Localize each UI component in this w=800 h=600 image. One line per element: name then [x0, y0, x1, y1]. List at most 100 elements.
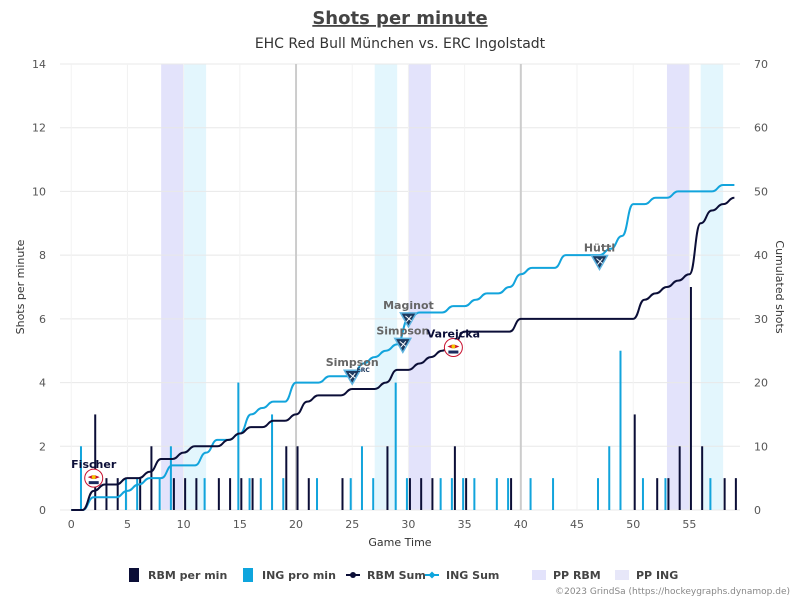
legend-item-3: ING Sum	[425, 569, 499, 582]
x-tick-1: 5	[124, 518, 131, 531]
y-left-tick-4: 8	[39, 249, 46, 262]
ing-bar-18	[450, 478, 453, 510]
rbm-bar-8	[217, 478, 220, 510]
ing-bar-6	[237, 382, 240, 510]
legend-item-2: RBM Sum	[346, 569, 426, 582]
goal-label-3: Maginot	[383, 299, 434, 312]
ing-bar-27	[619, 350, 622, 510]
y-left-tick-2: 4	[39, 377, 46, 390]
x-tick-10: 50	[626, 518, 640, 531]
pp-ing-band-2	[700, 64, 724, 510]
ing-bar-2	[136, 478, 139, 510]
rbm-bar-9	[229, 478, 232, 510]
rbm-bar-14	[307, 478, 310, 510]
ingolstadt-logo-detail	[596, 258, 603, 265]
rbm-bar-23	[633, 414, 636, 510]
ing-bar-15	[394, 382, 397, 510]
legend-swatch-0	[129, 568, 139, 582]
x-tick-6: 30	[401, 518, 415, 531]
legend-item-4: PP RBM	[532, 569, 601, 582]
rbm-bar-3	[139, 478, 142, 510]
goal-marker-1: Simpson	[326, 356, 379, 386]
goal-label-5: Hüttl	[584, 242, 615, 255]
goal-marker-5: Hüttl	[584, 242, 615, 272]
rbm-bar-16	[386, 446, 389, 510]
ing-bar-0	[79, 446, 82, 510]
rbm-bar-1	[105, 478, 108, 510]
rbm-bar-30	[734, 478, 737, 510]
legend-swatch-5	[615, 570, 629, 580]
ing-bar-25	[597, 478, 600, 510]
rbm-bar-15	[341, 478, 344, 510]
ing-bar-20	[473, 478, 476, 510]
chart-subtitle: EHC Red Bull München vs. ERC Ingolstadt	[255, 36, 546, 52]
rbm-bar-20	[453, 446, 456, 510]
rbm-bar-21	[465, 478, 468, 510]
legend-label-3: ING Sum	[446, 569, 499, 582]
rbm-sum-line	[71, 196, 735, 511]
redbull-sun-icon	[451, 344, 456, 349]
ing-sum-line	[71, 184, 735, 511]
ing-bar-17	[439, 478, 442, 510]
rbm-bar-17	[408, 478, 411, 510]
pp-rbm-band-1	[408, 64, 431, 510]
legend-label-0: RBM per min	[148, 569, 227, 582]
ing-bar-24	[552, 478, 555, 510]
ing-bar-1	[124, 478, 127, 510]
goal-marker-3: Maginot	[383, 299, 434, 329]
y-right-tick-6: 60	[754, 122, 768, 135]
ing-bar-21	[495, 478, 498, 510]
redbull-bulls-icon	[87, 475, 100, 480]
goal-label-4: Varejcka	[427, 328, 480, 341]
ing-bar-12	[349, 478, 352, 510]
ing-bar-10	[282, 478, 285, 510]
rbm-bar-28	[701, 446, 704, 510]
rbm-bar-7	[195, 478, 198, 510]
rbm-bar-22	[510, 478, 513, 510]
ing-bar-3	[158, 478, 161, 510]
x-tick-7: 35	[458, 518, 472, 531]
ing-bar-13	[360, 446, 363, 510]
y-right-tick-1: 10	[754, 440, 768, 453]
x-tick-2: 10	[177, 518, 191, 531]
sum-lines	[71, 184, 735, 511]
ingolstadt-logo-detail	[348, 372, 356, 380]
ing-bar-14	[372, 478, 375, 510]
goal-label-1: Simpson	[326, 356, 379, 369]
annotations: Fischer Simpson Simpson Maginot Varejcka Hütt…	[71, 242, 615, 488]
goal-label-2: Simpson	[376, 324, 429, 337]
rbm-bar-11	[251, 478, 254, 510]
x-axis-label: Game Time	[368, 536, 431, 549]
legend-item-0: RBM per min	[129, 568, 227, 582]
rbm-bar-25	[667, 478, 670, 510]
legend: RBM per min ING pro min RBM Sum ING Sum PP R…	[129, 568, 678, 582]
erc-logo-text: ERC	[357, 367, 371, 374]
y-right-tick-2: 20	[754, 377, 768, 390]
rbm-bar-19	[431, 478, 434, 510]
x-tick-0: 0	[68, 518, 75, 531]
ing-bar-26	[608, 446, 611, 510]
ing-bar-4	[169, 446, 172, 510]
ticks: 0 2 4 6 8 10 12 14 0 10 20 30 40 50 60 70 0 5 10 15 20 25 30 35…	[32, 58, 768, 531]
y-left-tick-7: 14	[32, 58, 46, 71]
ing-bar-9	[271, 414, 274, 510]
legend-swatch-1	[243, 568, 253, 582]
y-right-tick-0: 0	[754, 504, 761, 517]
goal-marker-4: Varejcka	[427, 328, 480, 358]
legend-diamond-3	[428, 571, 436, 579]
ing-bar-7	[248, 478, 251, 510]
redbull-band-icon	[448, 350, 459, 354]
ing-bar-11	[316, 478, 319, 510]
legend-label-4: PP RBM	[553, 569, 601, 582]
redbull-bulls-icon	[447, 344, 460, 349]
y-left-tick-0: 0	[39, 504, 46, 517]
rbm-bar-2	[116, 478, 119, 510]
x-tick-11: 55	[682, 518, 696, 531]
y-left-tick-1: 2	[39, 440, 46, 453]
legend-item-5: PP ING	[615, 569, 678, 582]
y-right-tick-7: 70	[754, 58, 768, 71]
rbm-bar-29	[723, 478, 726, 510]
ing-bar-28	[641, 478, 644, 510]
y-left-tick-3: 6	[39, 313, 46, 326]
